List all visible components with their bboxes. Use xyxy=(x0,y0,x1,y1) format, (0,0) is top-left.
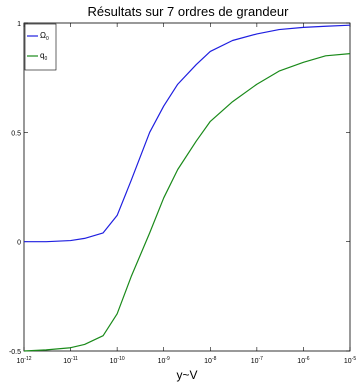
x-tick-label: 10-12 xyxy=(16,356,31,365)
x-tick-label: 10-5 xyxy=(344,356,356,365)
legend-box xyxy=(24,23,57,71)
legend-label-q: q0 xyxy=(40,51,47,62)
plot-area xyxy=(23,22,351,352)
y-tick-label: -0.5 xyxy=(9,349,21,356)
x-tick-label: 10-9 xyxy=(158,356,170,365)
x-tick-label: 10-6 xyxy=(297,356,309,365)
y-tick-label: 0 xyxy=(17,240,21,247)
x-tick-label: 10-11 xyxy=(63,356,78,365)
x-axis-label: y~V xyxy=(176,368,197,382)
series-line-0 xyxy=(24,24,351,243)
chart-title: Résultats sur 7 ordres de grandeur xyxy=(88,4,290,19)
legend-label-q-sub: 0 xyxy=(44,56,47,62)
legend-label-omega: Ω0 xyxy=(40,31,49,42)
y-tick-label: 1 xyxy=(17,21,21,28)
x-tick-label: 10-7 xyxy=(251,356,263,365)
y-tick-label: 0.5 xyxy=(11,130,21,137)
legend-label-omega-sub: 0 xyxy=(46,36,49,42)
series-line-1 xyxy=(23,53,351,352)
legend: Ω0 q0 xyxy=(24,23,57,71)
x-tick-label: 10-8 xyxy=(204,356,216,365)
x-tick-label: 10-10 xyxy=(110,356,125,365)
